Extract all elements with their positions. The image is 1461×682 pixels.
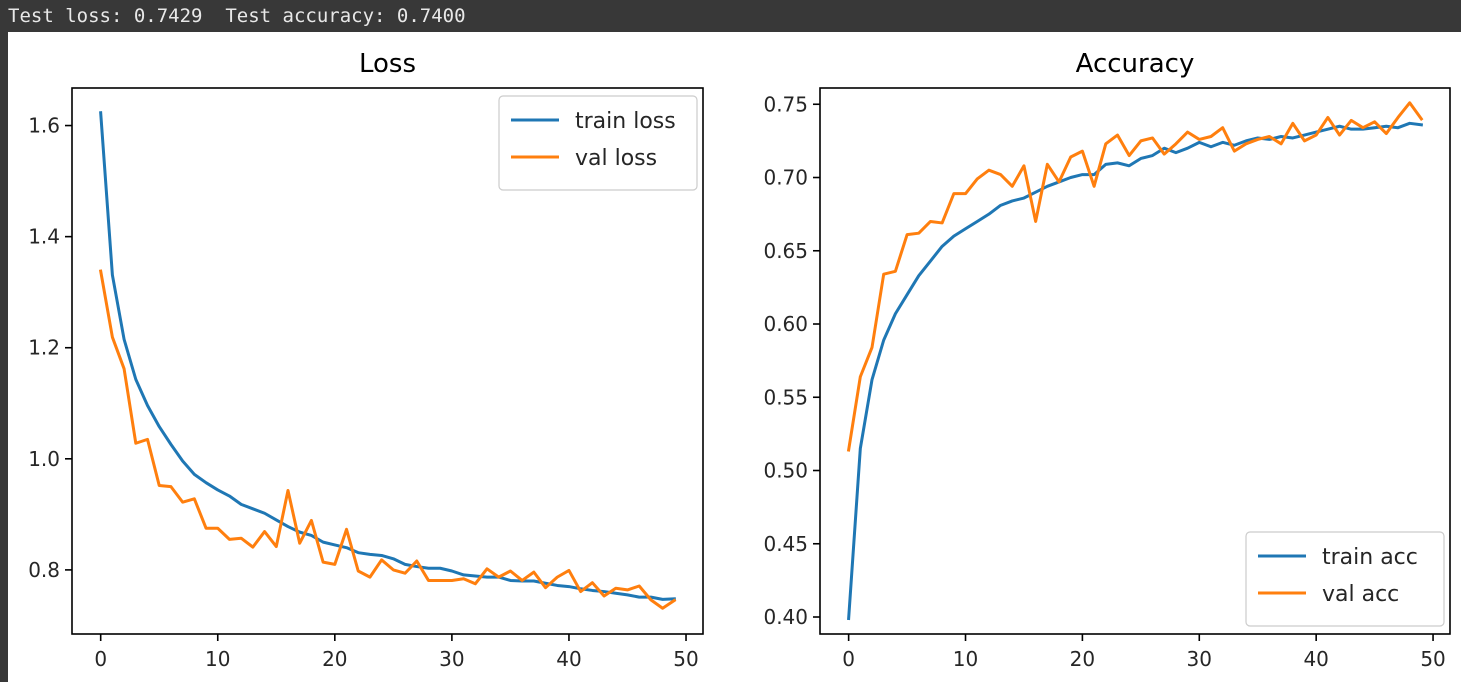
accuracy-legend-label-train-acc: train acc (1322, 545, 1418, 570)
accuracy-ytick-label: 0.60 (763, 312, 808, 336)
accuracy-ytick-label: 0.40 (763, 605, 808, 629)
accuracy-series-val-acc-line (846, 101, 1424, 452)
loss-ytick-label: 1.4 (28, 225, 60, 249)
charts-svg: Loss 0 10 20 30 40 50 0.8 1.0 1.2 1.4 1.6 train loss… (28, 49, 1451, 671)
loss-ytick-label: 1.2 (28, 336, 60, 360)
accuracy-chart: Accuracy 0 10 20 30 40 50 0.40 0.45 0.50 0.55 0.60 0… (763, 49, 1451, 671)
accuracy-title: Accuracy (1076, 49, 1195, 79)
accuracy-series-train-acc-line (847, 121, 1424, 621)
accuracy-legend-label-val-acc: val acc (1322, 582, 1399, 607)
accuracy-xtick-label: 30 (1187, 647, 1212, 671)
loss-axes-frame (71, 87, 704, 635)
loss-legend-label-train-loss: train loss (575, 109, 676, 134)
accuracy-ytick-label: 0.65 (763, 239, 808, 263)
accuracy-legend: train acc val acc (1245, 531, 1445, 627)
loss-xtick-label: 20 (322, 647, 347, 671)
accuracy-axes-frame (819, 87, 1451, 635)
accuracy-ytick-label: 0.75 (763, 92, 808, 116)
accuracy-ytick-label: 0.50 (763, 459, 808, 483)
loss-ytick-label: 0.8 (28, 558, 60, 582)
loss-legend: train loss val loss (498, 95, 698, 191)
accuracy-ytick-label: 0.45 (763, 532, 808, 556)
accuracy-xtick-label: 50 (1420, 647, 1445, 671)
accuracy-ytick-label: 0.70 (763, 166, 808, 190)
accuracy-xtick-label: 10 (953, 647, 978, 671)
loss-ytick-label: 1.0 (28, 447, 60, 471)
accuracy-xtick-label: 20 (1070, 647, 1095, 671)
loss-xtick-label: 0 (94, 647, 107, 671)
loss-xtick-label: 30 (439, 647, 464, 671)
accuracy-ytick-label: 0.55 (763, 385, 808, 409)
loss-series-val-loss-line (98, 269, 677, 610)
loss-xtick-label: 50 (673, 647, 698, 671)
loss-title: Loss (359, 49, 416, 79)
accuracy-xtick-label: 0 (842, 647, 855, 671)
loss-chart: Loss 0 10 20 30 40 50 0.8 1.0 1.2 1.4 1.6 train loss… (28, 49, 704, 671)
loss-xtick-label: 40 (556, 647, 581, 671)
console-output: Test loss: 0.7429 Test accuracy: 0.7400 (8, 5, 466, 27)
loss-legend-label-val-loss: val loss (575, 146, 657, 171)
loss-ytick-label: 1.6 (28, 114, 60, 138)
figure: Loss 0 10 20 30 40 50 0.8 1.0 1.2 1.4 1.6 train loss… (8, 32, 1461, 682)
accuracy-xtick-label: 40 (1303, 647, 1328, 671)
loss-xtick-label: 10 (205, 647, 230, 671)
